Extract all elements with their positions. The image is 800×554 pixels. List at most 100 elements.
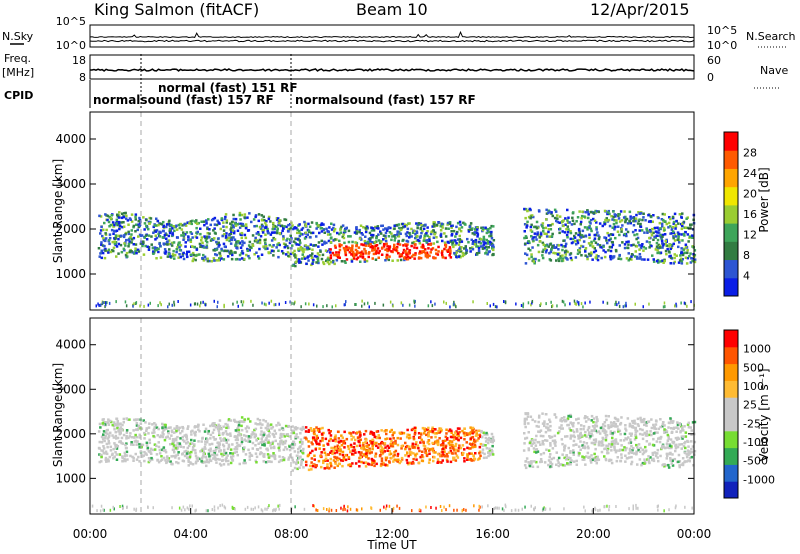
power-ground-cell	[522, 305, 524, 309]
power-echo-cell	[684, 245, 688, 248]
power-echo-cell	[171, 227, 174, 230]
velocity-echo-cell	[212, 428, 216, 432]
velocity-echo-cell	[334, 440, 338, 443]
velocity-echo-cell	[461, 444, 465, 447]
velocity-echo-cell	[361, 447, 364, 450]
velocity-echo-cell	[636, 423, 640, 426]
power-echo-cell	[523, 223, 527, 226]
power-echo-cell	[559, 257, 562, 260]
power-ground-cell	[223, 303, 225, 307]
velocity-echo-cell	[350, 434, 353, 438]
velocity-echo-cell	[595, 415, 598, 419]
power-echo-cell	[99, 229, 103, 232]
power-echo-cell	[307, 245, 310, 248]
velocity-echo-cell	[392, 455, 395, 458]
power-echo-cell	[223, 233, 226, 236]
velocity-echo-cell	[298, 441, 302, 444]
power-echo-cell	[353, 231, 357, 234]
power-ground-cell	[577, 302, 580, 306]
power-echo-cell	[630, 255, 633, 258]
power-echo-cell	[400, 253, 404, 256]
velocity-echo-cell	[535, 448, 538, 452]
velocity-echo-cell	[352, 436, 355, 439]
velocity-echo-cell	[318, 447, 321, 450]
power-echo-cell	[662, 261, 665, 264]
power-echo-cell	[299, 241, 302, 245]
velocity-echo-cell	[223, 450, 226, 453]
velocity-echo-cell	[586, 416, 589, 419]
velocity-echo-cell	[536, 465, 540, 469]
power-echo-cell	[525, 253, 529, 257]
power-echo-cell	[537, 209, 541, 212]
power-echo-cell	[440, 251, 444, 255]
power-echo-cell	[439, 229, 443, 232]
velocity-echo-cell	[413, 431, 417, 435]
velocity-echo-cell	[152, 434, 155, 438]
power-echo-cell	[642, 249, 645, 252]
velocity-echo-cell	[466, 446, 469, 450]
power-echo-cell	[594, 241, 598, 244]
power-echo-cell	[569, 252, 573, 255]
velocity-echo-cell	[124, 459, 127, 463]
velocity-echo-cell	[679, 429, 682, 433]
velocity-echo-cell	[140, 427, 144, 430]
power-echo-cell	[249, 245, 252, 249]
power-echo-cell	[272, 231, 275, 234]
power-echo-cell	[238, 258, 241, 261]
power-echo-cell	[265, 224, 268, 227]
power-echo-cell	[320, 223, 323, 226]
velocity-echo-cell	[430, 436, 433, 439]
velocity-echo-cell	[175, 438, 178, 442]
power-ground-cell	[434, 302, 436, 306]
power-echo-cell	[305, 246, 309, 249]
power-echo-cell	[220, 257, 223, 260]
velocity-echo-cell	[181, 430, 184, 433]
power-echo-cell	[377, 239, 381, 242]
power-echo-cell	[275, 246, 278, 249]
velocity-echo-cell	[380, 446, 384, 449]
power-echo-cell	[413, 257, 416, 260]
power-echo-cell	[217, 245, 220, 248]
velocity-echo-cell	[569, 421, 572, 424]
power-echo-cell	[262, 228, 266, 232]
power-echo-cell	[213, 216, 217, 220]
power-ground-cell	[382, 303, 385, 307]
power-echo-cell	[406, 257, 410, 261]
power-echo-cell	[379, 230, 382, 233]
power-echo-cell	[126, 255, 129, 258]
power-echo-cell	[417, 222, 421, 225]
velocity-echo-cell	[594, 440, 598, 443]
power-echo-cell	[315, 221, 318, 225]
power-echo-cell	[364, 230, 368, 234]
power-echo-cell	[620, 230, 623, 233]
power-echo-cell	[271, 245, 274, 248]
velocity-echo-cell	[229, 452, 232, 455]
velocity-echo-cell	[239, 420, 242, 423]
velocity-echo-cell	[590, 432, 593, 436]
velocity-echo-cell	[209, 447, 212, 450]
velocity-echo-cell	[683, 451, 687, 454]
velocity-echo-cell	[418, 449, 421, 453]
power-ground-cell	[237, 304, 239, 308]
velocity-echo-cell	[274, 432, 278, 435]
power-echo-cell	[589, 210, 592, 214]
velocity-echo-cell	[244, 461, 247, 465]
velocity-echo-cell	[266, 460, 270, 463]
power-echo-cell	[597, 255, 600, 258]
power-echo-cell	[111, 240, 114, 244]
power-echo-cell	[635, 245, 638, 248]
power-echo-cell	[384, 236, 387, 240]
power-echo-cell	[458, 220, 462, 224]
velocity-echo-cell	[165, 427, 168, 430]
power-echo-cell	[626, 222, 630, 225]
velocity-echo-cell	[536, 450, 540, 453]
power-echo-cell	[325, 259, 328, 262]
power-echo-cell	[272, 236, 275, 240]
power-ground-cell	[431, 304, 434, 308]
velocity-echo-cell	[298, 466, 301, 469]
velocity-echo-cell	[569, 457, 572, 460]
velocity-echo-cell	[124, 443, 127, 447]
power-echo-cell	[198, 242, 202, 246]
velocity-echo-cell	[551, 447, 555, 450]
velocity-echo-cell	[393, 442, 396, 445]
